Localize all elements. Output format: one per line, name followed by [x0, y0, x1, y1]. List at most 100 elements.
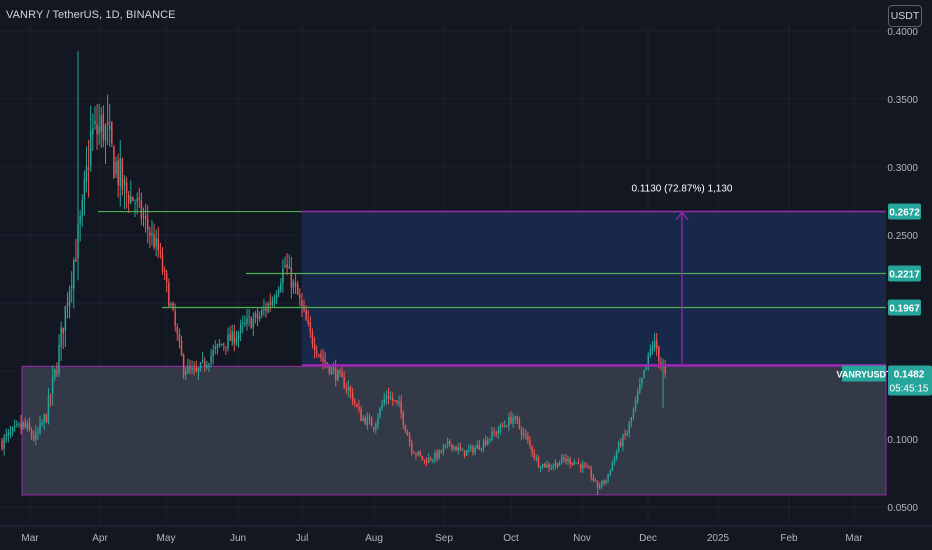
candle-body: [360, 409, 362, 422]
candle-body: [233, 331, 236, 345]
candle-body: [117, 160, 119, 186]
candle-body: [41, 423, 43, 425]
candle-body: [127, 195, 130, 204]
candle-body: [476, 445, 478, 449]
candle-body: [212, 350, 214, 356]
candle-body: [457, 447, 459, 451]
candle-body: [256, 313, 259, 319]
candle-body: [383, 398, 386, 404]
candle-body: [432, 459, 434, 461]
candle-body: [144, 215, 147, 219]
candle-body: [396, 400, 398, 402]
candle-body: [20, 424, 22, 429]
candle-body: [89, 130, 92, 166]
candle-body: [548, 463, 550, 468]
candle-body: [83, 179, 86, 200]
candle-body: [244, 322, 246, 324]
candle-body: [421, 455, 424, 460]
candle-body: [649, 349, 652, 356]
candle-body: [197, 368, 200, 372]
candle-body: [24, 421, 26, 427]
candle-body: [387, 394, 390, 400]
candle-body: [480, 447, 483, 450]
x-tick-label: May: [157, 533, 176, 544]
candle-body: [288, 266, 290, 269]
candle-body: [550, 467, 552, 469]
candle-body: [223, 344, 225, 346]
candle-body: [341, 372, 343, 378]
candle-body: [246, 317, 248, 324]
candle-body: [398, 401, 400, 403]
candle-body: [571, 463, 573, 465]
x-tick-label: Aug: [365, 533, 383, 544]
candle-body: [489, 439, 491, 441]
level-price-text: 0.2672: [889, 208, 920, 219]
candle-body: [465, 450, 468, 456]
candle-body: [201, 359, 204, 362]
candle-body: [309, 322, 312, 333]
candle-body: [155, 238, 157, 247]
candle-body: [265, 308, 267, 311]
candle-body: [62, 327, 64, 334]
candle-body: [178, 333, 181, 342]
candle-body: [533, 453, 535, 458]
candle-body: [199, 362, 202, 370]
candle-body: [643, 369, 645, 378]
x-tick-label: Nov: [573, 533, 591, 544]
y-tick-label: 0.0500: [887, 503, 918, 514]
candle-body: [313, 344, 316, 351]
range-box: [21, 365, 887, 496]
candle-body: [75, 258, 77, 262]
x-tick-label: Dec: [639, 533, 657, 544]
candle-body: [448, 441, 451, 445]
candle-body: [410, 442, 413, 453]
x-tick-label: Jul: [296, 533, 309, 544]
candle-body: [140, 199, 143, 219]
candle-body: [417, 451, 419, 455]
candle-body: [123, 179, 126, 186]
candle-body: [79, 216, 81, 225]
candle-body: [337, 370, 339, 382]
y-tick-label: 0.3500: [887, 95, 918, 106]
candle-body: [546, 464, 548, 468]
candle-body: [370, 418, 373, 427]
candle-body: [161, 254, 164, 272]
candle-body: [423, 459, 426, 461]
candle-body: [527, 435, 529, 441]
candle-body: [586, 466, 588, 468]
candle-body: [307, 319, 309, 324]
candle-body: [520, 428, 523, 435]
candle-body: [611, 462, 614, 472]
candle-body: [104, 125, 107, 141]
candle-body: [170, 303, 172, 306]
time-axis[interactable]: Mar Apr May Jun Jul Aug Sep Oct Nov Dec 2025 Feb Mar: [0, 525, 932, 544]
candle-body: [18, 423, 20, 425]
candle-body: [468, 449, 470, 451]
candle-body: [438, 450, 440, 458]
candle-body: [487, 440, 489, 446]
y-tick-label: 0.4000: [887, 27, 918, 38]
candle-body: [345, 388, 348, 390]
candle-body: [334, 367, 337, 380]
candle-body: [406, 431, 409, 436]
candle-body: [318, 354, 320, 356]
candle-body: [13, 425, 16, 427]
candle-body: [106, 121, 109, 125]
candle-body: [250, 318, 252, 329]
candle-body: [461, 449, 464, 451]
currency-button[interactable]: USDT: [888, 5, 922, 27]
candle-body: [115, 161, 117, 175]
candle-body: [474, 448, 476, 453]
candle-body: [446, 441, 449, 445]
candle-body: [394, 400, 396, 402]
candle-body: [45, 415, 48, 422]
candle-body: [324, 360, 326, 363]
candle-body: [641, 378, 643, 384]
candle-body: [351, 392, 354, 403]
level-price-text: 0.1967: [889, 304, 920, 315]
candle-body: [615, 451, 618, 459]
candle-body: [299, 294, 301, 299]
candle-body: [554, 462, 557, 467]
candle-body: [294, 282, 297, 287]
